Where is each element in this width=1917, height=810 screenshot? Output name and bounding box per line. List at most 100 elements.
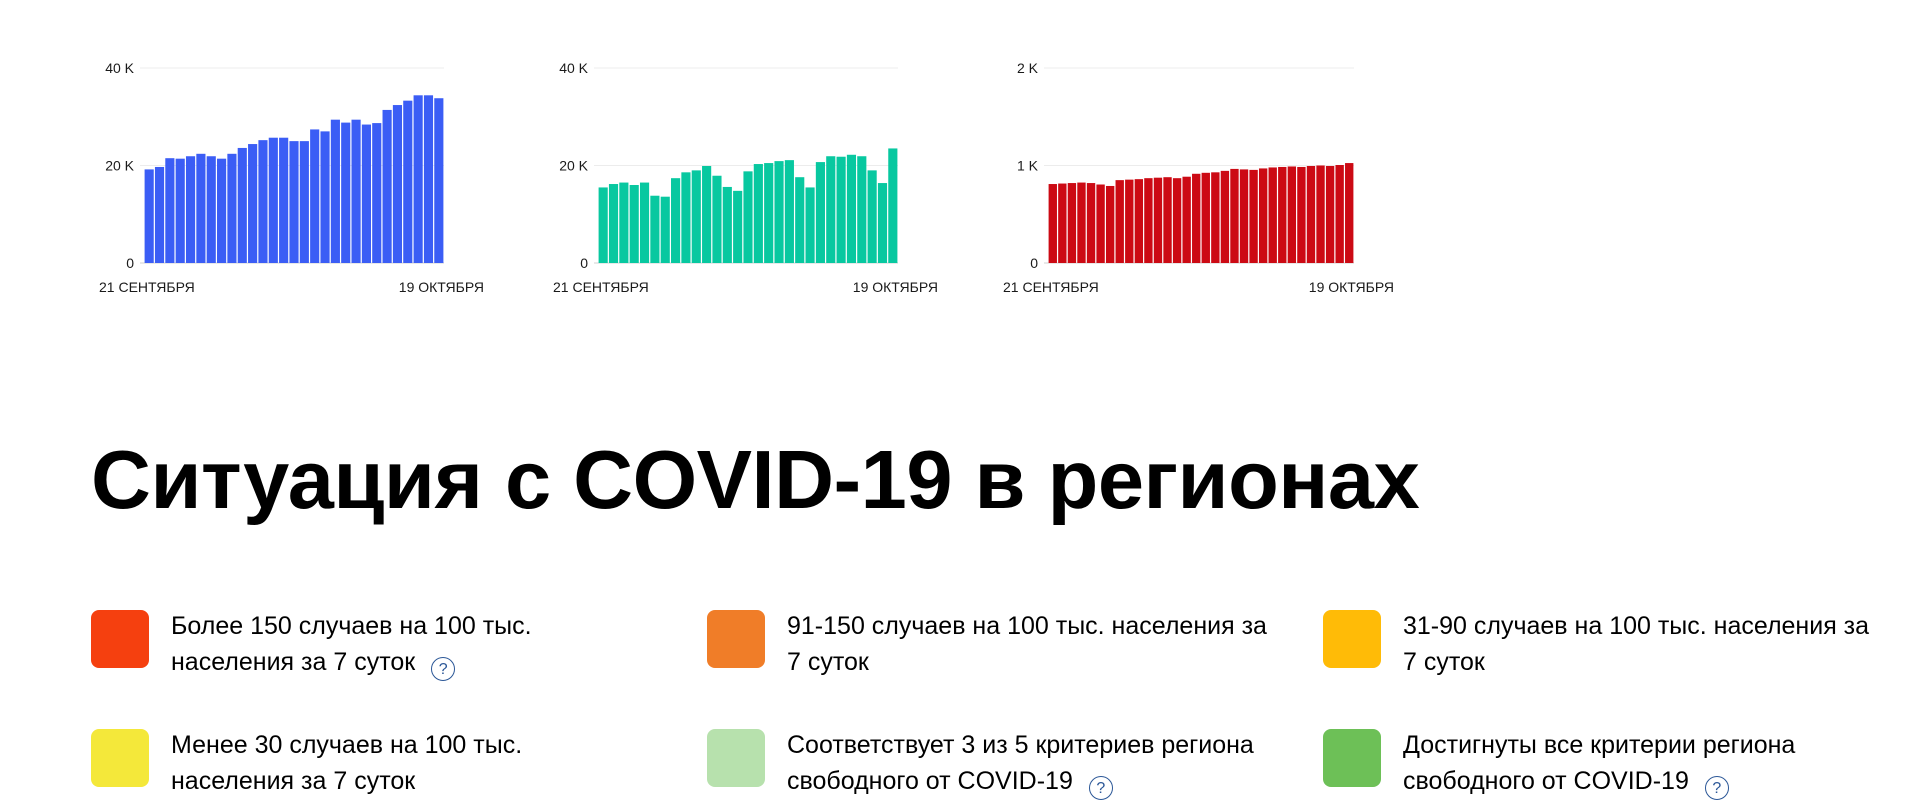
bar	[753, 164, 763, 263]
legend-item-all-criteria: Достигнуты все критерии региона свободно…	[1323, 727, 1883, 800]
bar	[712, 175, 722, 263]
legend-label: Достигнуты все критерии региона свободно…	[1403, 727, 1883, 800]
bar	[671, 178, 681, 263]
legend-item-under-30: Менее 30 случаев на 100 тыс. населения з…	[91, 727, 651, 799]
bar	[351, 119, 361, 263]
bar	[227, 153, 237, 263]
bar	[1211, 172, 1220, 263]
y-tick-label: 20 K	[105, 158, 134, 174]
bar	[774, 161, 784, 263]
bar	[1325, 165, 1335, 263]
bar	[175, 158, 185, 263]
legend-label: Менее 30 случаев на 100 тыс. населения з…	[171, 727, 651, 799]
bar	[248, 144, 258, 263]
legend-item-3-of-5: Соответствует 3 из 5 критериев региона с…	[707, 727, 1267, 800]
chart-recovered: 0 20 K 40 K 21 СЕНТЯБРЯ 19 ОКТЯБРЯ	[550, 50, 950, 300]
bar	[702, 165, 712, 263]
bar	[888, 148, 898, 263]
bar	[320, 131, 330, 263]
bar	[1268, 167, 1277, 263]
help-icon[interactable]: ?	[1088, 776, 1113, 800]
legend-item-31-90: 31-90 случаев на 100 тыс. населения за 7…	[1323, 608, 1883, 680]
bar	[217, 158, 227, 263]
bar	[1182, 176, 1191, 263]
help-icon[interactable]: ?	[1704, 776, 1729, 800]
y-tick-label: 40 K	[105, 60, 134, 76]
bar	[1096, 184, 1105, 263]
bar	[1192, 173, 1201, 263]
bar	[836, 156, 846, 263]
bar	[423, 95, 434, 263]
y-tick-label: 0	[580, 255, 588, 271]
y-tick-label: 20 K	[559, 158, 588, 174]
bar	[660, 196, 670, 263]
bar	[681, 172, 691, 263]
bar	[1172, 178, 1182, 263]
bar	[815, 162, 825, 263]
bar	[185, 156, 196, 263]
bar	[1163, 177, 1172, 263]
bar	[299, 141, 309, 263]
legend-label: 31-90 случаев на 100 тыс. населения за 7…	[1403, 608, 1883, 680]
bar	[1249, 169, 1258, 263]
x-tick-label: 19 ОКТЯБРЯ	[1309, 279, 1394, 295]
legend-text: Соответствует 3 из 5 критериев региона с…	[787, 731, 1254, 795]
chart-deaths: 0 1 K 2 K 21 СЕНТЯБРЯ 19 ОКТЯБРЯ	[1000, 50, 1400, 300]
bar	[154, 166, 165, 263]
bar	[413, 95, 423, 263]
bar	[1316, 165, 1325, 263]
bar	[639, 182, 650, 263]
bar	[1287, 166, 1297, 263]
legend-swatch	[91, 729, 149, 787]
bar	[1077, 182, 1086, 263]
legend-swatch	[1323, 729, 1381, 787]
bar	[1220, 170, 1230, 263]
bar	[1258, 168, 1268, 263]
legend-swatch	[707, 729, 765, 787]
bar	[1345, 163, 1354, 263]
y-tick-label: 2 K	[1017, 60, 1039, 76]
x-tick-label: 19 ОКТЯБРЯ	[399, 279, 484, 295]
bar	[1115, 180, 1124, 263]
bar	[1134, 179, 1144, 263]
legend-label: Соответствует 3 из 5 критериев региона с…	[787, 727, 1267, 800]
bar	[144, 169, 154, 263]
bar	[629, 185, 639, 263]
chart-cases-svg: 0 20 K 40 K 21 СЕНТЯБРЯ 19 ОКТЯБРЯ	[99, 60, 484, 295]
bar	[361, 124, 371, 263]
x-tick-label: 21 СЕНТЯБРЯ	[1003, 279, 1099, 295]
bar	[650, 195, 660, 263]
bar	[165, 158, 175, 263]
legend-text: Менее 30 случаев на 100 тыс. населения з…	[171, 731, 523, 795]
bar	[330, 119, 340, 263]
bar	[392, 105, 403, 263]
bar	[733, 190, 743, 263]
bar	[795, 177, 805, 263]
bar	[1153, 177, 1163, 263]
bar	[1278, 166, 1287, 263]
bar	[805, 187, 815, 263]
chart-deaths-svg: 0 1 K 2 K 21 СЕНТЯБРЯ 19 ОКТЯБРЯ	[1003, 60, 1394, 295]
bar	[1230, 168, 1239, 263]
bar	[1048, 184, 1057, 263]
bar	[1297, 166, 1306, 263]
bar	[403, 100, 413, 263]
bar	[434, 98, 444, 263]
bar	[764, 163, 774, 263]
bar	[784, 160, 794, 263]
bar	[877, 183, 888, 263]
legend-text: 91-150 случаев на 100 тыс. населения за …	[787, 612, 1267, 676]
bar	[372, 123, 382, 264]
y-tick-label: 0	[1030, 255, 1038, 271]
bar	[867, 170, 877, 263]
y-tick-label: 1 K	[1017, 158, 1039, 174]
legend-swatch	[91, 610, 149, 668]
bar	[1239, 169, 1249, 263]
bar	[1058, 183, 1067, 263]
bar	[1201, 172, 1210, 263]
bar	[608, 184, 619, 263]
help-icon[interactable]: ?	[431, 657, 456, 681]
bar	[1105, 185, 1115, 263]
x-tick-label: 21 СЕНТЯБРЯ	[99, 279, 195, 295]
bar	[826, 156, 836, 263]
